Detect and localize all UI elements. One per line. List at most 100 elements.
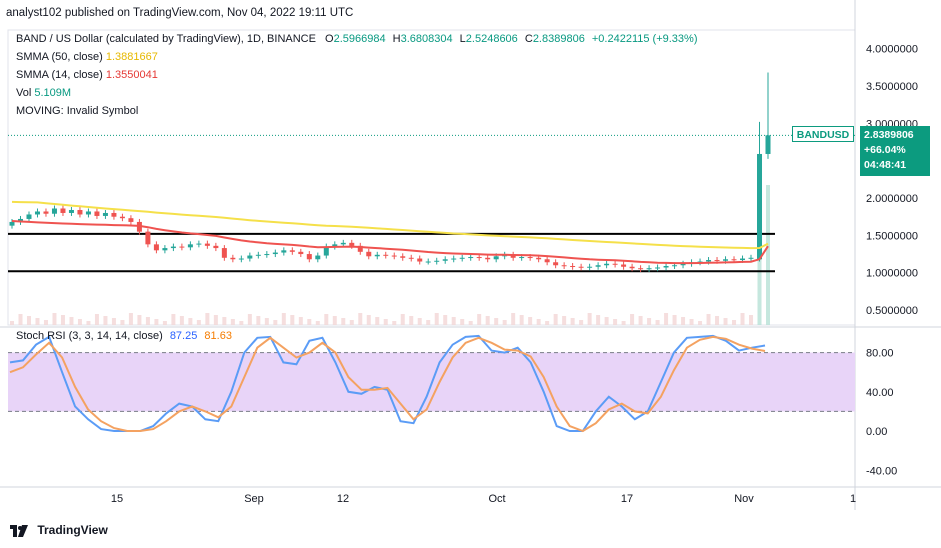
sma14-label: SMMA (14, close) <box>16 69 103 81</box>
candle-body <box>425 261 431 263</box>
candle-body <box>349 242 355 246</box>
volume-bar <box>35 318 40 325</box>
volume-bar <box>43 320 48 325</box>
candle-body <box>221 248 227 258</box>
candle-body <box>238 258 244 260</box>
candle-body <box>323 246 329 256</box>
candle-body <box>306 254 312 260</box>
candle-body <box>706 260 712 262</box>
candle-body <box>646 268 652 270</box>
volume-bar <box>587 313 592 325</box>
candle-body <box>281 250 287 253</box>
volume-bar <box>689 319 694 325</box>
candle-body <box>213 245 219 249</box>
volume-bar <box>264 318 269 325</box>
volume-bar <box>188 318 193 325</box>
candle-body <box>476 257 482 259</box>
candle-body <box>272 252 278 255</box>
candle-body <box>264 254 270 256</box>
candle-body <box>561 265 567 267</box>
volume-bar <box>196 320 201 325</box>
stoch-d-line <box>9 335 766 433</box>
candle-body <box>629 266 635 269</box>
volume-bar <box>460 319 465 325</box>
candle-body <box>621 264 627 267</box>
time-axis-tick: Sep <box>244 493 264 505</box>
candle-body <box>315 255 321 260</box>
stoch-axis-tick: 80.00 <box>866 348 894 360</box>
stoch-k-value: 87.25 <box>169 330 198 342</box>
volume-line: Vol 5.109M <box>16 84 697 102</box>
volume-bar <box>103 316 108 325</box>
time-axis-tick: 1 <box>850 493 856 505</box>
candle-body <box>94 211 100 216</box>
candle-body <box>204 243 210 246</box>
tradingview-logo-text: TradingView <box>37 523 108 537</box>
symbol-title: BAND / US Dollar (calculated by TradingV… <box>16 33 316 45</box>
candle-body <box>400 256 406 258</box>
volume-bar <box>723 318 728 325</box>
ohlc-low-label: L <box>459 33 466 45</box>
volume-bar <box>213 315 218 325</box>
price-axis-tick: 1.0000000 <box>866 268 918 280</box>
volume-bar <box>162 321 167 325</box>
candle-body <box>77 209 83 215</box>
volume-bar <box>604 317 609 325</box>
volume-bar <box>536 319 541 325</box>
volume-bar <box>451 317 456 325</box>
volume-bar <box>443 315 448 325</box>
volume-bar <box>86 321 91 325</box>
candle-body <box>298 251 304 255</box>
volume-bar <box>290 315 295 325</box>
candle-body <box>60 208 66 213</box>
ohlc-high-label: H <box>392 33 401 45</box>
candle-body <box>85 211 91 215</box>
volume-bar <box>205 313 210 325</box>
volume-bar <box>137 315 142 325</box>
tradingview-logo[interactable]: TradingView <box>10 523 108 537</box>
main-legend: BAND / US Dollar (calculated by TradingV… <box>16 30 697 120</box>
candle-body <box>391 255 397 257</box>
tradingview-logo-icon <box>10 524 28 537</box>
volume-bar <box>324 314 329 325</box>
candle-body <box>578 266 584 268</box>
volume-bar <box>426 320 431 325</box>
candle-body <box>128 218 134 222</box>
sma14-line <box>11 220 769 265</box>
volume-bar <box>570 318 575 325</box>
symbol-line: BAND / US Dollar (calculated by TradingV… <box>16 30 697 48</box>
candle-body <box>119 216 125 219</box>
volume-bar <box>596 315 601 325</box>
stoch-axis-tick: 40.00 <box>866 387 894 399</box>
volume-bar <box>222 317 227 325</box>
time-axis-tick: 12 <box>337 493 349 505</box>
candle-body <box>451 258 457 260</box>
volume-bar <box>417 318 422 325</box>
candle-body <box>663 266 669 268</box>
volume-bar <box>613 319 618 325</box>
volume-bar <box>179 316 184 325</box>
candle-body <box>553 262 559 266</box>
candle-body <box>340 242 346 245</box>
candle-body <box>536 257 542 260</box>
price-badge-price: 2.8389806 <box>864 129 914 141</box>
candle-body <box>527 257 533 259</box>
candle-body <box>672 265 678 267</box>
volume-bar <box>698 321 703 325</box>
candle-body <box>638 268 644 270</box>
candle-body <box>170 246 176 249</box>
volume-bar <box>247 314 252 325</box>
volume-value: 5.109M <box>34 87 72 99</box>
candle-body <box>459 257 465 259</box>
volume-bar <box>579 320 584 325</box>
volume-bar <box>26 316 31 325</box>
time-axis-tick: Oct <box>488 493 505 505</box>
sma14-line: SMMA (14, close) 1.3550041 <box>16 66 697 84</box>
candle-body <box>9 221 15 226</box>
moving-line: MOVING: Invalid Symbol <box>16 105 139 117</box>
sma50-label: SMMA (50, close) <box>16 51 103 63</box>
candle-body <box>102 212 108 216</box>
candle-body <box>196 243 202 245</box>
volume-bar <box>409 316 414 325</box>
candle-body <box>417 258 423 262</box>
